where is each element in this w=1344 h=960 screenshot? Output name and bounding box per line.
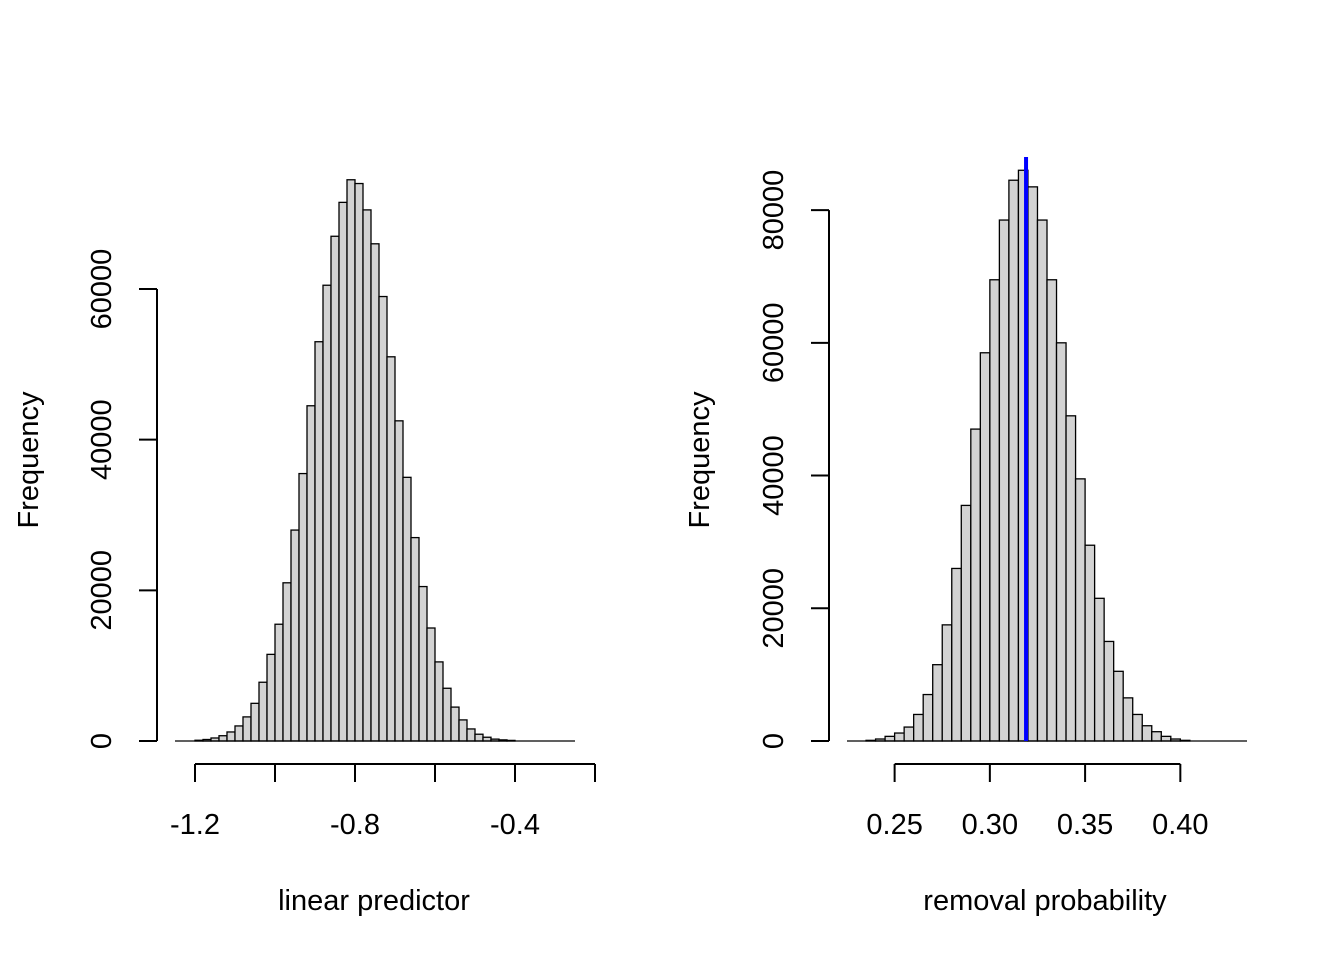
histogram-bar: [1036, 219, 1048, 742]
x-axis: -1.2 -0.8 -0.4: [170, 763, 596, 841]
histogram-bar: [1103, 640, 1115, 742]
histogram-bar: [474, 733, 484, 742]
histogram-bar: [434, 661, 444, 742]
histogram-bar: [410, 536, 420, 742]
x-axis-title: linear predictor: [278, 885, 470, 917]
histogram-bar: [442, 687, 452, 742]
x-tick-label: 0.35: [1057, 809, 1113, 841]
histogram-bar: [354, 182, 364, 742]
histogram-bars: [175, 179, 575, 742]
histogram-bar: [346, 179, 356, 742]
histogram-bar: [386, 356, 396, 742]
histogram-bar: [1027, 186, 1039, 742]
histogram-bar: [306, 405, 316, 742]
histogram-bar: [998, 219, 1010, 742]
y-tick-label: 0: [86, 733, 118, 749]
x-tick-label: -0.4: [490, 809, 540, 841]
x-tick-label: 0.40: [1152, 809, 1208, 841]
histogram-bar: [941, 624, 953, 742]
histogram-bar: [426, 627, 436, 742]
histogram-bar: [266, 653, 276, 742]
histogram-bar: [226, 731, 236, 742]
histogram-bar: [458, 719, 468, 742]
histogram-bar: [1160, 735, 1172, 742]
histogram-bar: [234, 725, 244, 742]
x-tick-label: 0.25: [866, 809, 922, 841]
histogram-bar: [250, 702, 260, 742]
histogram-bar: [1084, 544, 1096, 742]
histogram-bar: [1074, 478, 1086, 742]
x-tick-label: -1.2: [170, 809, 220, 841]
y-tick-label: 60000: [86, 249, 118, 330]
histogram-bar: [922, 693, 934, 742]
histogram-bar: [322, 284, 332, 742]
y-axis-title: Frequency: [684, 391, 716, 529]
y-tick-label: 40000: [86, 399, 118, 480]
histogram-bars: [847, 169, 1247, 742]
histogram-bar: [884, 735, 896, 742]
histogram-bar: [418, 585, 428, 742]
histogram-bar: [378, 295, 388, 742]
histogram-bar: [394, 420, 404, 742]
y-axis-title: Frequency: [13, 391, 45, 529]
histogram-bar: [466, 728, 476, 742]
y-tick-label: 40000: [758, 435, 790, 516]
x-tick-label: 0.30: [962, 809, 1018, 841]
histogram-bar: [960, 504, 972, 742]
histogram-bar: [274, 623, 284, 742]
x-axis: 0.25 0.30 0.35 0.40: [866, 763, 1209, 841]
histogram-bar: [913, 713, 924, 742]
histogram-bar: [979, 352, 991, 742]
y-axis: 0 20000 40000 60000: [86, 249, 158, 749]
histogram-bar: [242, 716, 252, 742]
histogram-bar: [402, 476, 412, 742]
histogram-bar: [362, 209, 372, 742]
histogram-bar: [1132, 713, 1143, 742]
y-axis: 0 20000 40000 60000 80000: [758, 170, 830, 749]
x-axis-title: removal probability: [923, 885, 1167, 917]
y-tick-label: 80000: [758, 170, 790, 251]
linear-predictor-histogram: 0 20000 40000 60000 -1.2 -0.8 -0.4 linear pre…: [13, 179, 596, 917]
histogram-bar: [893, 732, 905, 742]
histogram-bar: [282, 582, 292, 742]
y-tick-label: 20000: [86, 550, 118, 631]
histogram-bar: [989, 279, 1001, 742]
histogram-bar: [1151, 731, 1162, 742]
histogram-bar: [218, 735, 228, 742]
histogram-bar: [1065, 415, 1077, 742]
histogram-bar: [338, 201, 348, 742]
histogram-bar: [298, 472, 308, 742]
histogram-bar: [1008, 179, 1020, 742]
histogram-bar: [1113, 670, 1124, 742]
histogram-bar: [970, 428, 981, 742]
histogram-bar: [1093, 597, 1105, 742]
x-tick-label: -0.8: [330, 809, 380, 841]
histogram-bar: [1055, 342, 1067, 742]
histogram-bar: [951, 567, 962, 742]
histogram-bar: [290, 529, 300, 742]
histogram-bar: [903, 726, 915, 742]
histogram-bar: [314, 341, 324, 742]
histogram-bar: [1122, 697, 1134, 742]
histogram-bar: [370, 243, 380, 742]
y-tick-label: 20000: [758, 568, 790, 649]
y-tick-label: 0: [758, 733, 790, 749]
removal-probability-histogram: 0 20000 40000 60000 80000 0.25 0.30 0.35 0.40 r…: [684, 157, 1247, 917]
y-tick-label: 60000: [758, 302, 790, 383]
histogram-bar: [258, 681, 268, 742]
histogram-bar: [1046, 279, 1058, 742]
histogram-bar: [932, 664, 943, 742]
histogram-bar: [330, 235, 340, 742]
histogram-bar: [1141, 725, 1153, 742]
histogram-bar: [450, 706, 460, 742]
